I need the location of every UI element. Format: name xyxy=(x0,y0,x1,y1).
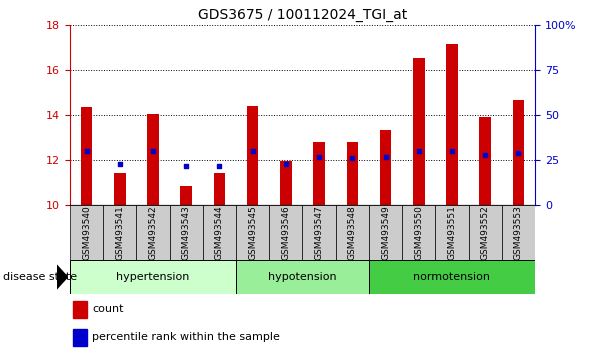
Bar xyxy=(369,205,402,260)
Bar xyxy=(280,161,292,205)
Bar xyxy=(479,117,491,205)
Text: normotension: normotension xyxy=(413,272,491,282)
Bar xyxy=(446,44,458,205)
Point xyxy=(148,148,158,154)
Bar xyxy=(114,173,126,205)
Text: GSM493542: GSM493542 xyxy=(148,205,157,260)
Text: percentile rank within the sample: percentile rank within the sample xyxy=(92,332,280,342)
Text: hypertension: hypertension xyxy=(116,272,190,282)
Bar xyxy=(435,205,469,260)
Bar xyxy=(502,205,535,260)
Point xyxy=(115,161,125,167)
Text: disease state: disease state xyxy=(3,272,77,282)
Text: GSM493541: GSM493541 xyxy=(116,205,124,260)
Bar xyxy=(380,130,392,205)
Title: GDS3675 / 100112024_TGI_at: GDS3675 / 100112024_TGI_at xyxy=(198,8,407,22)
Bar xyxy=(313,142,325,205)
Bar xyxy=(347,142,358,205)
Bar xyxy=(73,301,87,318)
Point xyxy=(281,161,291,167)
Bar xyxy=(136,205,170,260)
Bar xyxy=(236,260,369,294)
Point xyxy=(347,155,357,161)
Point xyxy=(181,163,191,169)
Bar xyxy=(236,205,269,260)
Point xyxy=(514,150,523,156)
Text: GSM493547: GSM493547 xyxy=(314,205,323,260)
Bar xyxy=(269,205,302,260)
Bar xyxy=(103,205,136,260)
Polygon shape xyxy=(57,265,67,289)
Bar xyxy=(469,205,502,260)
Text: GSM493552: GSM493552 xyxy=(481,205,489,260)
Bar xyxy=(73,329,87,346)
Bar xyxy=(181,186,192,205)
Bar xyxy=(336,205,369,260)
Text: GSM493551: GSM493551 xyxy=(447,205,457,260)
Text: GSM493548: GSM493548 xyxy=(348,205,357,260)
Text: GSM493544: GSM493544 xyxy=(215,205,224,260)
Bar xyxy=(203,205,236,260)
Point xyxy=(480,152,490,158)
Point xyxy=(215,163,224,169)
Text: GSM493545: GSM493545 xyxy=(248,205,257,260)
Bar xyxy=(402,205,435,260)
Bar xyxy=(247,106,258,205)
Bar xyxy=(369,260,535,294)
Point xyxy=(414,148,424,154)
Bar xyxy=(147,114,159,205)
Point xyxy=(381,154,390,159)
Bar xyxy=(70,260,236,294)
Text: GSM493549: GSM493549 xyxy=(381,205,390,260)
Bar xyxy=(213,173,225,205)
Point xyxy=(447,148,457,154)
Bar xyxy=(70,205,103,260)
Point xyxy=(248,148,258,154)
Bar xyxy=(413,57,424,205)
Bar xyxy=(81,107,92,205)
Text: GSM493546: GSM493546 xyxy=(282,205,291,260)
Text: hypotension: hypotension xyxy=(268,272,337,282)
Bar xyxy=(170,205,203,260)
Text: GSM493550: GSM493550 xyxy=(414,205,423,260)
Point xyxy=(314,154,324,159)
Bar xyxy=(513,101,524,205)
Text: GSM493540: GSM493540 xyxy=(82,205,91,260)
Bar xyxy=(302,205,336,260)
Text: GSM493553: GSM493553 xyxy=(514,205,523,260)
Text: count: count xyxy=(92,304,124,314)
Point xyxy=(81,148,91,154)
Text: GSM493543: GSM493543 xyxy=(182,205,191,260)
